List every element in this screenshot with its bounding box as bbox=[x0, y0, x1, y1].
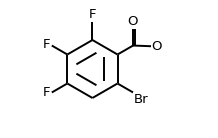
Text: F: F bbox=[43, 86, 50, 99]
Text: F: F bbox=[43, 38, 50, 51]
Text: O: O bbox=[127, 15, 137, 28]
Text: O: O bbox=[152, 40, 162, 53]
Text: F: F bbox=[89, 8, 96, 21]
Text: Br: Br bbox=[134, 93, 148, 106]
